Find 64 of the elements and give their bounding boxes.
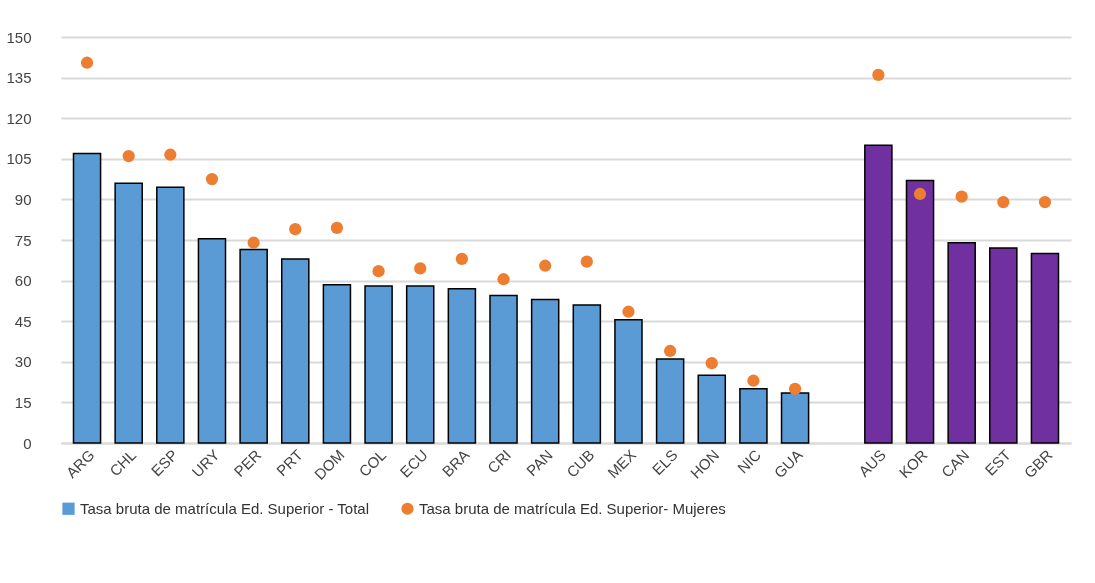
legend-label: Tasa bruta de matrícula Ed. Superior- Mujeres bbox=[419, 499, 726, 517]
point bbox=[497, 273, 510, 286]
point bbox=[539, 259, 552, 272]
point bbox=[580, 255, 593, 268]
bar bbox=[72, 152, 102, 444]
x-tick-label: CRI bbox=[483, 446, 515, 477]
bar bbox=[239, 248, 268, 444]
point bbox=[1038, 195, 1052, 209]
x-tick-label: ELS bbox=[648, 446, 681, 479]
bar bbox=[739, 388, 768, 444]
y-tick-label: 0 bbox=[23, 434, 32, 452]
bar bbox=[905, 179, 935, 444]
bar bbox=[197, 237, 227, 444]
point bbox=[80, 56, 94, 69]
point bbox=[372, 265, 385, 278]
bar bbox=[780, 392, 810, 444]
y-tick-label: 90 bbox=[14, 190, 32, 208]
point bbox=[455, 252, 468, 266]
point bbox=[289, 223, 302, 236]
bar bbox=[489, 294, 518, 444]
bar bbox=[280, 258, 310, 444]
point bbox=[414, 262, 427, 275]
point bbox=[247, 236, 260, 249]
point bbox=[788, 382, 802, 395]
point bbox=[747, 374, 760, 387]
y-tick-label: 75 bbox=[14, 231, 32, 249]
x-tick-label: COL bbox=[355, 446, 390, 480]
y-tick-label: 120 bbox=[6, 109, 32, 127]
bar bbox=[322, 283, 352, 444]
point bbox=[330, 221, 344, 234]
bar bbox=[530, 298, 560, 444]
bar bbox=[864, 144, 893, 444]
bar bbox=[572, 304, 602, 444]
y-tick-label: 60 bbox=[14, 272, 32, 290]
bar bbox=[364, 285, 393, 444]
point bbox=[205, 172, 219, 186]
bar bbox=[697, 374, 727, 444]
point bbox=[122, 149, 135, 163]
y-tick-label: 30 bbox=[14, 353, 32, 371]
bar bbox=[1030, 252, 1060, 444]
bar bbox=[156, 186, 185, 444]
point bbox=[913, 187, 927, 201]
bar bbox=[655, 358, 685, 444]
x-tick-label: NIC bbox=[733, 445, 765, 477]
y-tick-label: 150 bbox=[6, 28, 32, 46]
y-tick-label: 15 bbox=[14, 393, 32, 411]
point bbox=[164, 148, 177, 161]
y-tick-label: 45 bbox=[14, 312, 32, 330]
point bbox=[997, 195, 1010, 209]
point bbox=[622, 305, 635, 318]
bar bbox=[114, 182, 143, 444]
bar bbox=[614, 319, 643, 444]
bar bbox=[989, 247, 1018, 444]
point bbox=[664, 344, 677, 358]
bar bbox=[947, 241, 976, 444]
point bbox=[872, 68, 885, 82]
y-tick-label: 105 bbox=[6, 150, 32, 168]
bar bbox=[405, 285, 435, 444]
legend-label: Tasa bruta de matrícula Ed. Superior - Total bbox=[80, 499, 370, 517]
point bbox=[955, 190, 968, 203]
point bbox=[705, 357, 718, 370]
y-tick-label: 135 bbox=[6, 69, 32, 87]
bar bbox=[447, 287, 477, 444]
x-tick-label: CHL bbox=[106, 446, 140, 480]
